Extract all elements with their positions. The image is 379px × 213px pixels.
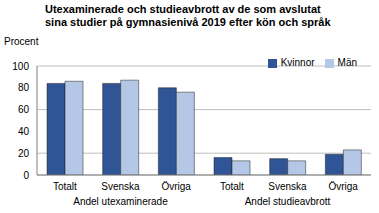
svg-text:Svenska: Svenska [268,181,307,192]
svg-text:Svenska: Svenska [101,181,140,192]
svg-text:80: 80 [18,82,30,93]
html-text:Kvinnor: Kvinnor [280,57,315,68]
svg-text:Övriga: Övriga [328,181,358,192]
svg-text:Totalt: Totalt [53,181,77,192]
html-text:Män: Män [337,57,357,68]
svg-text:0: 0 [23,170,29,181]
svg-text:100: 100 [12,61,29,72]
svg-text:60: 60 [18,104,30,115]
svg-text:20: 20 [18,148,30,159]
svg-text:Övriga: Övriga [161,181,191,192]
html-text:Utexaminerade och studieavbrot: Utexaminerade och studieavbrott av de so… [45,3,331,28]
svg-text:40: 40 [18,126,30,137]
html-text:Procent: Procent [4,36,39,47]
html-text:Andel studieavbrott: Andel studieavbrott [244,196,331,207]
html-text:Andel utexaminerade: Andel utexaminerade [73,196,168,207]
svg-text:Totalt: Totalt [220,181,244,192]
